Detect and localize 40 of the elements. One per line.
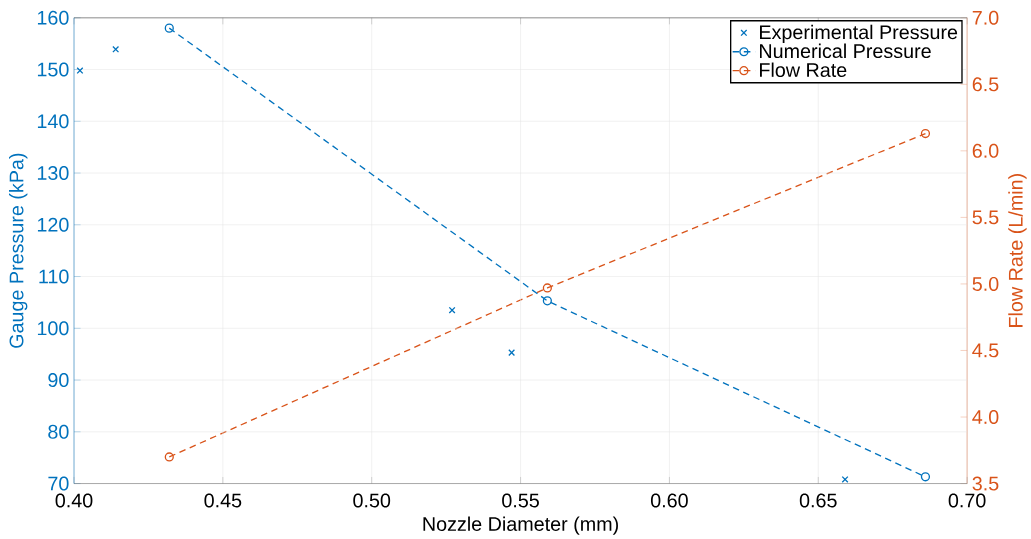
x-axis-title: Nozzle Diameter (mm) [423,516,618,535]
legend-label: Numerical Pressure [760,43,931,58]
x-tick-label: 0.40 [55,493,93,508]
y2-tick-label: 4.5 [972,343,999,358]
y-tick-label: 70 [48,476,69,491]
point [841,475,849,483]
point [920,472,931,482]
point [448,306,456,314]
y-tick-label: 100 [37,321,69,336]
y-tick-label: 140 [37,114,69,129]
y-axis-title: Gauge Pressure (kPa) [9,153,28,348]
y-tick-label: 120 [37,217,69,232]
x-tick-label: 0.65 [799,493,837,508]
y2-axis-title: Flow Rate (L/min) [1008,173,1027,327]
y2-tick-label: 3.5 [972,476,999,491]
y-tick-label: 110 [39,269,69,284]
y-tick-label: 80 [48,424,69,439]
y2-tick-label: 4.0 [972,409,999,424]
x-tick-label: 0.45 [204,493,242,508]
point [542,283,552,293]
y-tick-label: 160 [37,10,69,25]
point [542,296,552,306]
y2-tick-label: 6.0 [972,143,999,158]
point [164,452,174,462]
x-tick-label: 0.55 [502,493,539,508]
y-tick-label: 150 [37,62,69,77]
x-tick-label: 0.70 [948,493,986,508]
legend-label: Experimental Pressure [760,24,958,43]
y2-tick-label: 6.5 [972,77,999,92]
point [164,23,174,33]
x-tick-label: 0.60 [650,493,688,508]
y2-tick-label: 7.0 [972,10,999,25]
x-tick-label: 0.50 [353,493,391,508]
y-tick-label: 130 [37,165,69,180]
point [76,66,84,74]
legend-label: Flow Rate [760,62,847,77]
y2-tick-label: 5.5 [972,210,999,225]
y-tick-label: 90 [48,372,69,387]
point [920,128,931,139]
y2-tick-label: 5.0 [972,276,999,291]
